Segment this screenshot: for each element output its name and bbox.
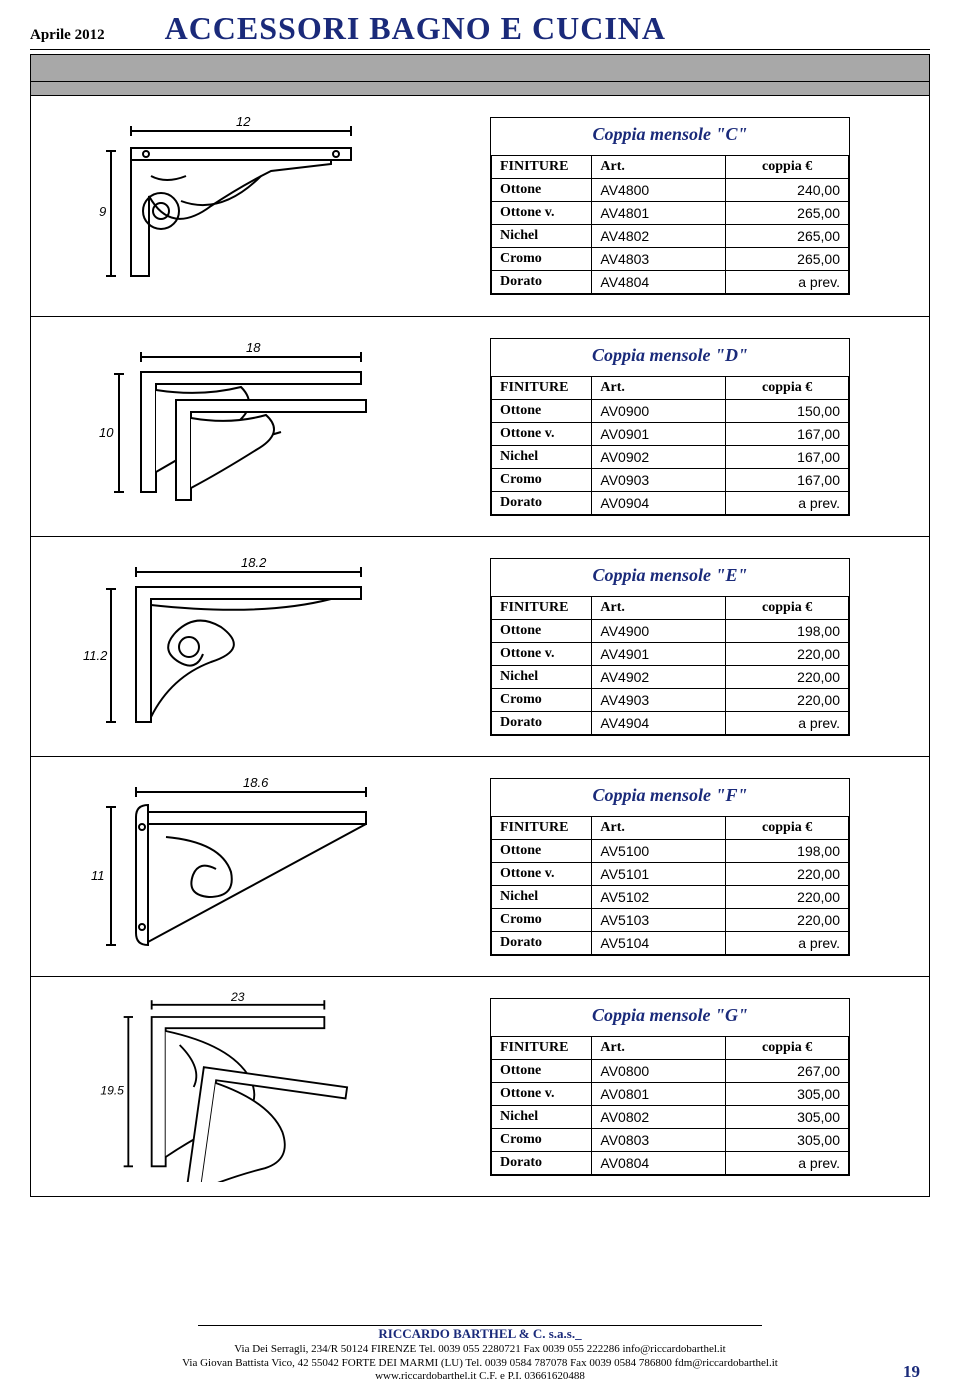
table-title: Coppia mensole "D" <box>491 339 849 376</box>
table-header-row: FINITUREArt.coppia € <box>492 596 849 619</box>
svg-text:10: 10 <box>99 425 114 440</box>
table-row: Ottone v.AV4801265,00 <box>492 202 849 225</box>
table-row: OttoneAV0800267,00 <box>492 1059 849 1082</box>
table-header-row: FINITUREArt.coppia € <box>492 816 849 839</box>
product-row-c: 12 9 Coppia mensole "C" FINITURE <box>31 96 929 316</box>
table-row: NichelAV5102220,00 <box>492 885 849 908</box>
product-table-f: Coppia mensole "F" FINITUREArt.coppia € … <box>490 778 850 956</box>
table-row: NichelAV4802265,00 <box>492 225 849 248</box>
table-row: Ottone v.AV5101220,00 <box>492 862 849 885</box>
table-row: Ottone v.AV4901220,00 <box>492 642 849 665</box>
svg-text:18: 18 <box>246 342 261 355</box>
svg-text:18.2: 18.2 <box>241 557 267 570</box>
page-footer: RICCARDO BARTHEL & C. s.a.s._ Via Dei Se… <box>0 1325 960 1385</box>
table-title: Coppia mensole "E" <box>491 559 849 596</box>
product-table-d: Coppia mensole "D" FINITUREArt.coppia € … <box>490 338 850 516</box>
table-row: CromoAV0803305,00 <box>492 1128 849 1151</box>
table-title: Coppia mensole "G" <box>491 999 849 1036</box>
footer-line-3: www.riccardobarthel.it C.F. e P.I. 03661… <box>375 1370 585 1382</box>
product-row-d: 18 10 Coppia mensole "D" <box>31 316 929 536</box>
page-number: 19 <box>903 1361 920 1382</box>
footer-line-2: Via Giovan Battista Vico, 42 55042 FORTE… <box>182 1357 778 1369</box>
table-row: NichelAV0802305,00 <box>492 1105 849 1128</box>
table-row: CromoAV4803265,00 <box>492 248 849 271</box>
svg-text:9: 9 <box>99 204 106 219</box>
table-header-row: FINITUREArt.coppia € <box>492 1036 849 1059</box>
product-image-g: 23 19.5 <box>31 977 431 1196</box>
table-row: CromoAV4903220,00 <box>492 688 849 711</box>
product-table-g: Coppia mensole "G" FINITUREArt.coppia € … <box>490 998 850 1176</box>
svg-text:11: 11 <box>91 868 105 883</box>
product-row-e: 18.2 11.2 Coppia mensole "E" FINITUREArt… <box>31 536 929 756</box>
table-header-row: FINITURE Art. coppia € <box>492 156 849 179</box>
product-row-f: 18.6 11 Coppia mensole "F" FINITUREArt.c… <box>31 756 929 976</box>
table-title: Coppia mensole "F" <box>491 779 849 816</box>
gray-band-top <box>30 54 930 82</box>
product-image-c: 12 9 <box>31 96 431 316</box>
table-row: OttoneAV4900198,00 <box>492 619 849 642</box>
table-row: DoratoAV5104a prev. <box>492 931 849 954</box>
table-row: OttoneAV5100198,00 <box>492 839 849 862</box>
svg-text:12: 12 <box>236 116 251 129</box>
table-row: DoratoAV0804a prev. <box>492 1151 849 1174</box>
table-row: NichelAV0902167,00 <box>492 445 849 468</box>
table-title: Coppia mensole "C" <box>491 118 849 155</box>
table-row: DoratoAV0904a prev. <box>492 491 849 514</box>
table-row: OttoneAV4800240,00 <box>492 179 849 202</box>
gray-band-bottom <box>30 82 930 96</box>
svg-text:18.6: 18.6 <box>243 777 269 790</box>
table-row: CromoAV0903167,00 <box>492 468 849 491</box>
product-image-d: 18 10 <box>31 317 431 536</box>
footer-line-1: Via Dei Serragli, 234/R 50124 FIRENZE Te… <box>234 1343 726 1355</box>
product-table-c: Coppia mensole "C" FINITURE Art. coppia … <box>490 117 850 295</box>
table-row: Ottone v.AV0901167,00 <box>492 422 849 445</box>
svg-text:19.5: 19.5 <box>100 1083 124 1097</box>
table-row: CromoAV5103220,00 <box>492 908 849 931</box>
product-table-e: Coppia mensole "E" FINITUREArt.coppia € … <box>490 558 850 736</box>
page-title: ACCESSORI BAGNO E CUCINA <box>165 10 666 47</box>
date-label: Aprile 2012 <box>30 27 105 44</box>
table-row: DoratoAV4904a prev. <box>492 711 849 734</box>
table-header-row: FINITUREArt.coppia € <box>492 376 849 399</box>
table-row: NichelAV4902220,00 <box>492 665 849 688</box>
footer-company: RICCARDO BARTHEL & C. s.a.s._ <box>198 1325 761 1342</box>
svg-text:11.2: 11.2 <box>83 648 108 663</box>
svg-text:23: 23 <box>230 992 245 1004</box>
table-row: Ottone v.AV0801305,00 <box>492 1082 849 1105</box>
product-image-e: 18.2 11.2 <box>31 537 431 756</box>
page-header: Aprile 2012 ACCESSORI BAGNO E CUCINA <box>30 10 930 50</box>
product-row-g: 23 19.5 Coppia mensole "G" <box>31 976 929 1196</box>
table-row: DoratoAV4804a prev. <box>492 271 849 294</box>
content-area: 12 9 Coppia mensole "C" FINITURE <box>30 96 930 1197</box>
product-image-f: 18.6 11 <box>31 757 431 976</box>
table-row: OttoneAV0900150,00 <box>492 399 849 422</box>
